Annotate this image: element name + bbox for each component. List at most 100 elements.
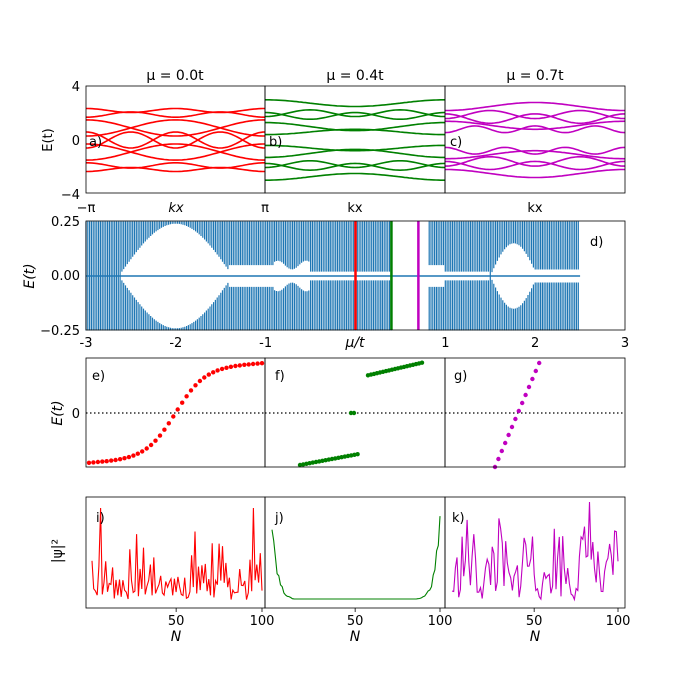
eigen-dot [224, 365, 229, 370]
eigen-dot [520, 400, 525, 406]
panel-title-c: μ = 0.7t [506, 68, 564, 84]
top-xlabel-a: kx [168, 201, 184, 216]
band-line-1-4 [265, 128, 445, 136]
eigen-dot [100, 459, 105, 464]
band-lines-c [444, 101, 626, 179]
eigen-dot [526, 384, 532, 390]
spectrum-xtick-0: -3 [80, 336, 93, 351]
eigen-dot [202, 375, 207, 380]
eigen-dot [228, 364, 234, 369]
wavefunction-curve [271, 516, 441, 600]
psi-xtick-label: 100 [428, 614, 453, 629]
spectrum-ylabel: E(t) [22, 263, 38, 288]
psi-xtick-label: 50 [526, 614, 543, 629]
spectrum-xtick-6: 3 [621, 336, 629, 351]
eigen-dot [419, 360, 425, 365]
wavefunction-line-i [91, 507, 263, 600]
band-lines-b [264, 99, 446, 181]
eig-ylabel: E(t) [50, 400, 66, 425]
spectrum-xtick-5: 2 [531, 336, 539, 351]
eigen-dot [193, 383, 198, 388]
eigen-dot [233, 363, 238, 369]
eigen-dot [255, 361, 260, 366]
panel-label-a: a) [89, 135, 102, 150]
panel-frame-c [444, 85, 626, 194]
eigen-dot [516, 408, 521, 414]
eigen-dot [188, 388, 194, 393]
eigen-dot [171, 414, 176, 419]
eigen-dot [113, 457, 118, 463]
eigen-dot [184, 394, 189, 399]
eigenvalue-row: E(t) e) f) g) 0 [50, 357, 626, 470]
band-line-0-2 [86, 119, 265, 137]
eigen-dot [91, 460, 96, 465]
spectrum-xtick-4: 1 [441, 336, 449, 351]
panel-label-b: b) [269, 135, 282, 150]
wavefunction-row: |ψ|² i) j) k) 50 100 50 100 50 100 N N N [50, 496, 631, 645]
eigen-dot [95, 459, 101, 465]
wavefunction-curve [451, 501, 619, 602]
band-line-2-5 [444, 146, 626, 155]
panel-frame-d [85, 220, 626, 331]
top-xtick-pi: π [261, 201, 269, 216]
wavefunction-line-j [271, 516, 441, 600]
eigenvalue-dots-f [297, 360, 425, 468]
eigen-dot [122, 456, 127, 461]
eigen-dot [237, 363, 242, 368]
panel-frame-k [444, 496, 626, 609]
panel-label-c: c) [450, 135, 462, 150]
psi-xlabel-k: N [530, 629, 541, 645]
top-xlabel-b: kx [347, 201, 363, 216]
top-xtick-mpi: −π [77, 201, 96, 216]
psi-xtick-label: 100 [250, 614, 275, 629]
eigen-dot [140, 449, 145, 454]
spectrum-xtick-2: -1 [259, 336, 272, 351]
panel-frame-b [264, 85, 446, 194]
band-line-0-8 [86, 162, 265, 169]
psi-xlabel-j: N [350, 629, 361, 645]
mu-marker-lines [354, 221, 420, 330]
psi-ylabel: |ψ|² [50, 539, 66, 563]
panel-label-e: e) [92, 369, 105, 384]
eigen-dot [126, 454, 132, 460]
spectrum-lower-bands [85, 276, 579, 331]
spectrum-ytick-top: 0.25 [51, 215, 80, 230]
wavefunction-xticks: 50 100 50 100 50 100 [168, 608, 631, 629]
eigen-dot [135, 451, 140, 456]
top-ytick-0: 0 [72, 134, 80, 149]
eigen-dot [530, 376, 535, 382]
band-line-0-7 [86, 143, 265, 161]
band-line-2-8 [444, 160, 626, 171]
wavefunction-curve [91, 507, 263, 600]
top-ytick-4: 4 [72, 80, 80, 95]
band-line-0-5 [85, 131, 266, 149]
psi-xtick-label: 100 [606, 614, 631, 629]
eigen-dot [157, 433, 163, 438]
panel-title-a: μ = 0.0t [146, 68, 204, 84]
band-line-1-6 [265, 148, 445, 159]
eigen-dot [175, 407, 180, 412]
eigen-dot [153, 438, 158, 443]
eigen-dot [144, 446, 149, 451]
eigen-dot [506, 432, 511, 438]
eigen-dot [131, 453, 136, 458]
spectrum-upper-bands [85, 221, 579, 276]
spectrum-xtick-1: -2 [169, 336, 182, 351]
band-line-0-6 [86, 143, 265, 161]
band-line-2-3 [444, 120, 626, 131]
spectrum-lines [85, 221, 581, 331]
panel-frame-a [85, 85, 266, 194]
panel-label-k: k) [452, 511, 465, 526]
panel-title-b: μ = 0.4t [326, 68, 384, 84]
panel-frame-j [264, 496, 446, 609]
eigen-dot [117, 457, 123, 462]
band-line-1-0 [265, 99, 445, 108]
band-line-1-1 [265, 108, 445, 118]
band-line-0-4 [85, 131, 266, 149]
panel-label-j: j) [274, 511, 284, 526]
band-structure-row: μ = 0.0t μ = 0.4t μ = 0.7t E(t) 4 0 −4 −… [41, 68, 626, 216]
band-line-1-8 [264, 162, 446, 172]
eigen-dot [259, 361, 265, 366]
eigen-dot [496, 456, 501, 462]
